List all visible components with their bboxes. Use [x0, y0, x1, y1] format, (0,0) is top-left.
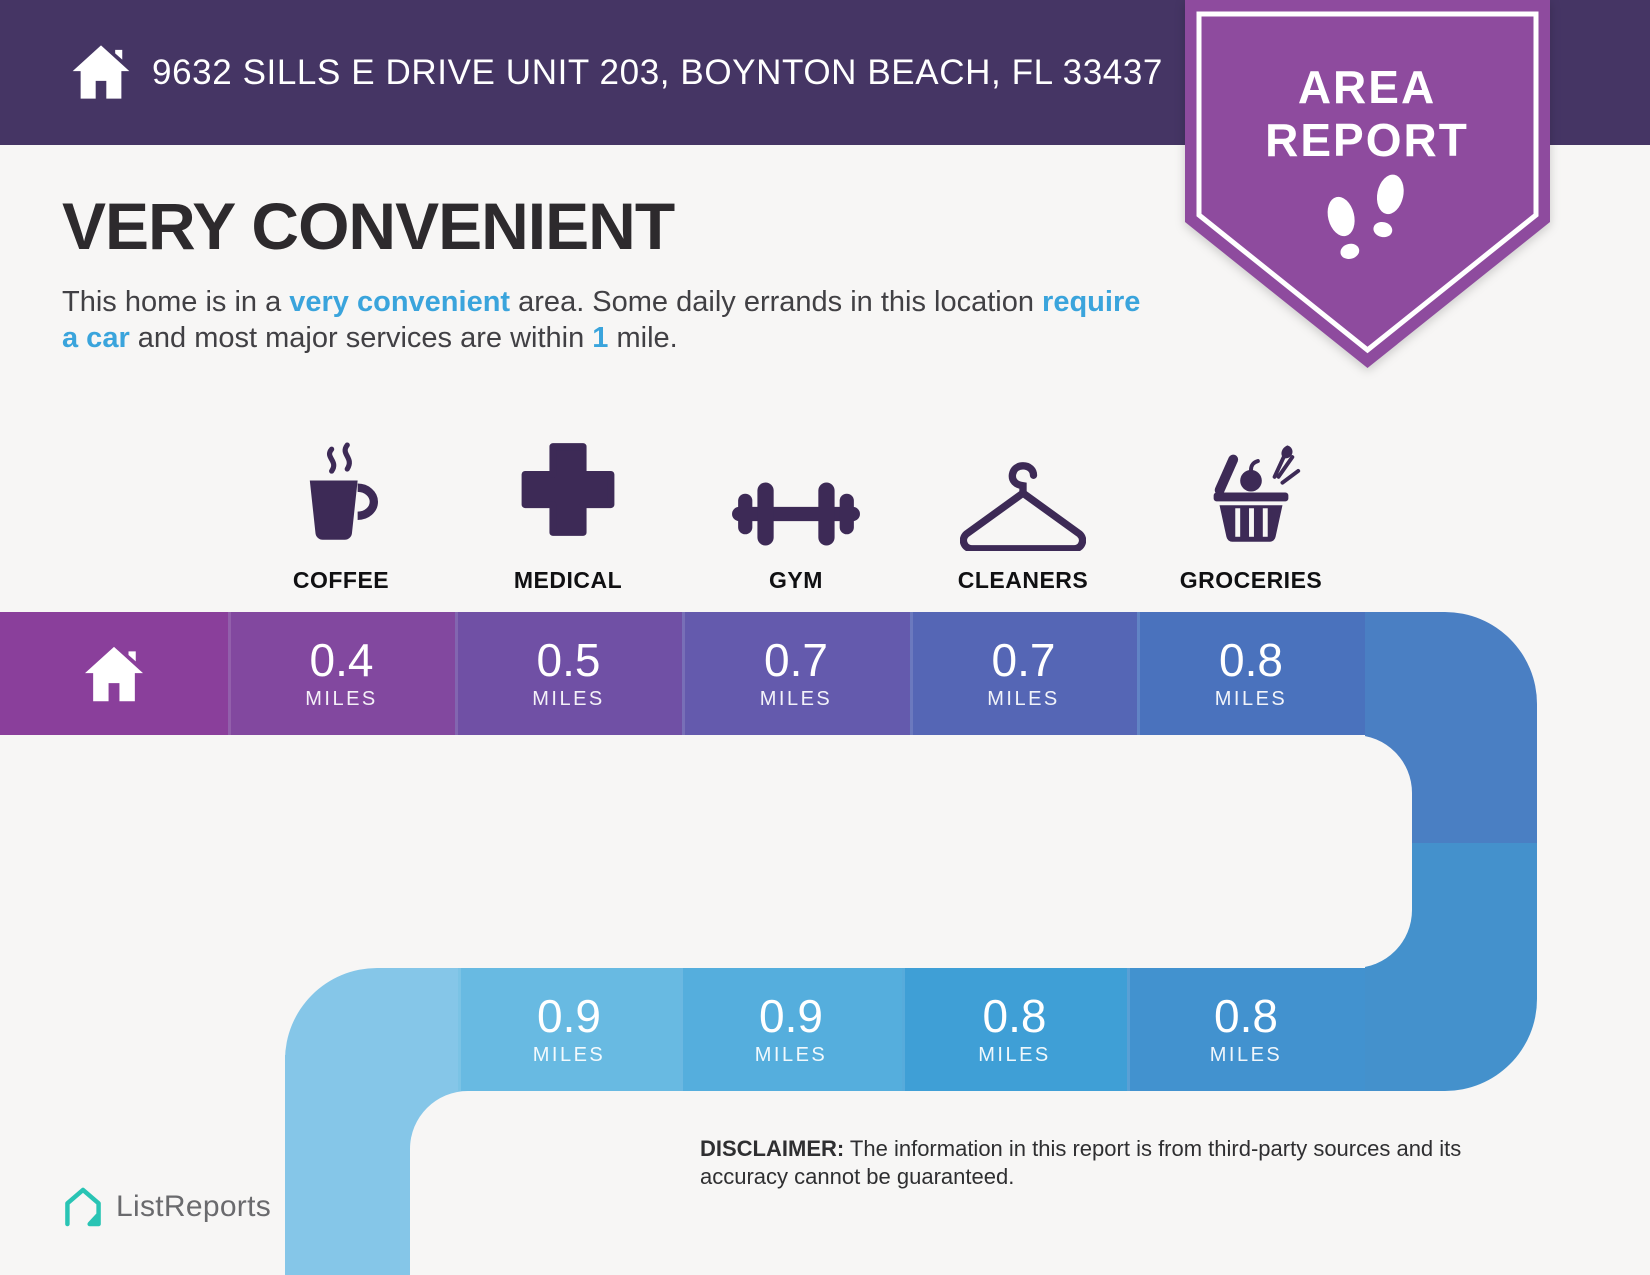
- distance-cleaners: 0.7 MILES: [910, 612, 1137, 735]
- badge-line1: AREA: [1298, 61, 1436, 113]
- medical-cross-icon: [521, 443, 615, 536]
- distance-band-row2: 0.9 MILES 0.9 MILES 0.8 MILES 0.8 MILES: [285, 968, 1365, 1091]
- summary-paragraph: This home is in a very convenient area. …: [62, 286, 1141, 354]
- distance-movie-theater: 0.8 MILES: [1127, 968, 1365, 1091]
- distance-gym: 0.7 MILES: [682, 612, 910, 735]
- home-icon: [85, 646, 143, 701]
- distance-pharmacy: 0.8 MILES: [902, 968, 1127, 1091]
- service-gym: GYM: [676, 398, 916, 594]
- snake-right-connector: [1365, 612, 1537, 1091]
- distance-atm: 0.9 MILES: [680, 968, 902, 1091]
- listreports-house-icon: [65, 1187, 101, 1227]
- listreports-logo: ListReports: [60, 1182, 271, 1232]
- distance-medical: 0.5 MILES: [455, 612, 682, 735]
- home-icon: [72, 45, 130, 99]
- badge-line2: REPORT: [1265, 114, 1469, 166]
- disclaimer: DISCLAIMER: The information in this repo…: [700, 1136, 1462, 1189]
- property-address: 9632 SILLS E DRIVE UNIT 203, BOYNTON BEA…: [152, 53, 1163, 92]
- service-label: CLEANERS: [957, 567, 1089, 593]
- service-coffee: COFFEE: [221, 398, 461, 594]
- snake-notch: [0, 735, 1412, 968]
- snake-descender: [285, 1055, 410, 1275]
- page-title: VERY CONVENIENT: [62, 189, 675, 263]
- snake-tail-segment: [285, 968, 458, 1091]
- grocery-basket-icon: [1213, 445, 1301, 542]
- service-label: COFFEE: [292, 567, 390, 593]
- service-groceries: GROCERIES: [1131, 398, 1371, 594]
- home-segment: [0, 612, 228, 735]
- service-label: GYM: [769, 567, 823, 593]
- footprints-icon: [1327, 174, 1404, 260]
- service-medical: MEDICAL: [448, 398, 688, 594]
- service-label: MEDICAL: [513, 567, 623, 593]
- area-report-badge: AREA REPORT: [1185, 0, 1550, 368]
- distance-band-row1: 0.4 MILES 0.5 MILES 0.7 MILES 0.7 MILES 0.8 M…: [0, 612, 1365, 735]
- snake-notch-bottom: [410, 1091, 970, 1275]
- service-cleaners: CLEANERS: [903, 398, 1143, 594]
- distance-groceries: 0.8 MILES: [1137, 612, 1365, 735]
- dumbbell-icon: [732, 482, 860, 546]
- coffee-icon: [309, 442, 378, 540]
- hanger-icon: [960, 462, 1086, 551]
- listreports-wordmark: ListReports: [116, 1190, 272, 1223]
- distance-coffee: 0.4 MILES: [228, 612, 455, 735]
- distance-gas: 0.9 MILES: [458, 968, 680, 1091]
- service-label: GROCERIES: [1179, 567, 1323, 593]
